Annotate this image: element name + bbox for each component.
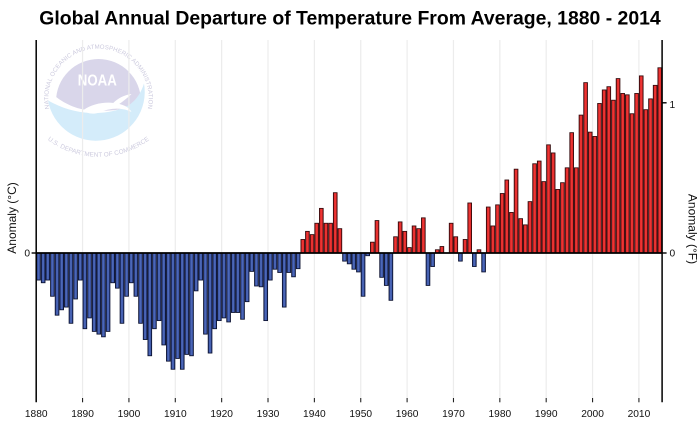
svg-text:1990: 1990 [535, 409, 558, 420]
svg-text:1930: 1930 [257, 409, 280, 420]
svg-text:Anomaly (°F): Anomaly (°F) [686, 194, 700, 264]
svg-text:1: 1 [670, 100, 676, 111]
svg-text:2000: 2000 [581, 409, 604, 420]
svg-text:NOAA: NOAA [78, 73, 117, 90]
svg-text:2010: 2010 [628, 409, 651, 420]
svg-text:1970: 1970 [442, 409, 465, 420]
svg-text:Anomaly (°C): Anomaly (°C) [5, 182, 19, 253]
svg-text:1890: 1890 [71, 409, 94, 420]
svg-text:1940: 1940 [303, 409, 326, 420]
svg-text:1900: 1900 [118, 409, 141, 420]
svg-text:1920: 1920 [210, 409, 233, 420]
svg-text:0: 0 [24, 249, 30, 260]
svg-text:1880: 1880 [25, 409, 48, 420]
svg-text:Global Annual Departure of Tem: Global Annual Departure of Temperature F… [39, 7, 661, 29]
svg-text:1910: 1910 [164, 409, 187, 420]
svg-text:1960: 1960 [396, 409, 419, 420]
svg-text:0: 0 [670, 249, 676, 260]
svg-text:1980: 1980 [488, 409, 511, 420]
svg-text:1950: 1950 [349, 409, 372, 420]
